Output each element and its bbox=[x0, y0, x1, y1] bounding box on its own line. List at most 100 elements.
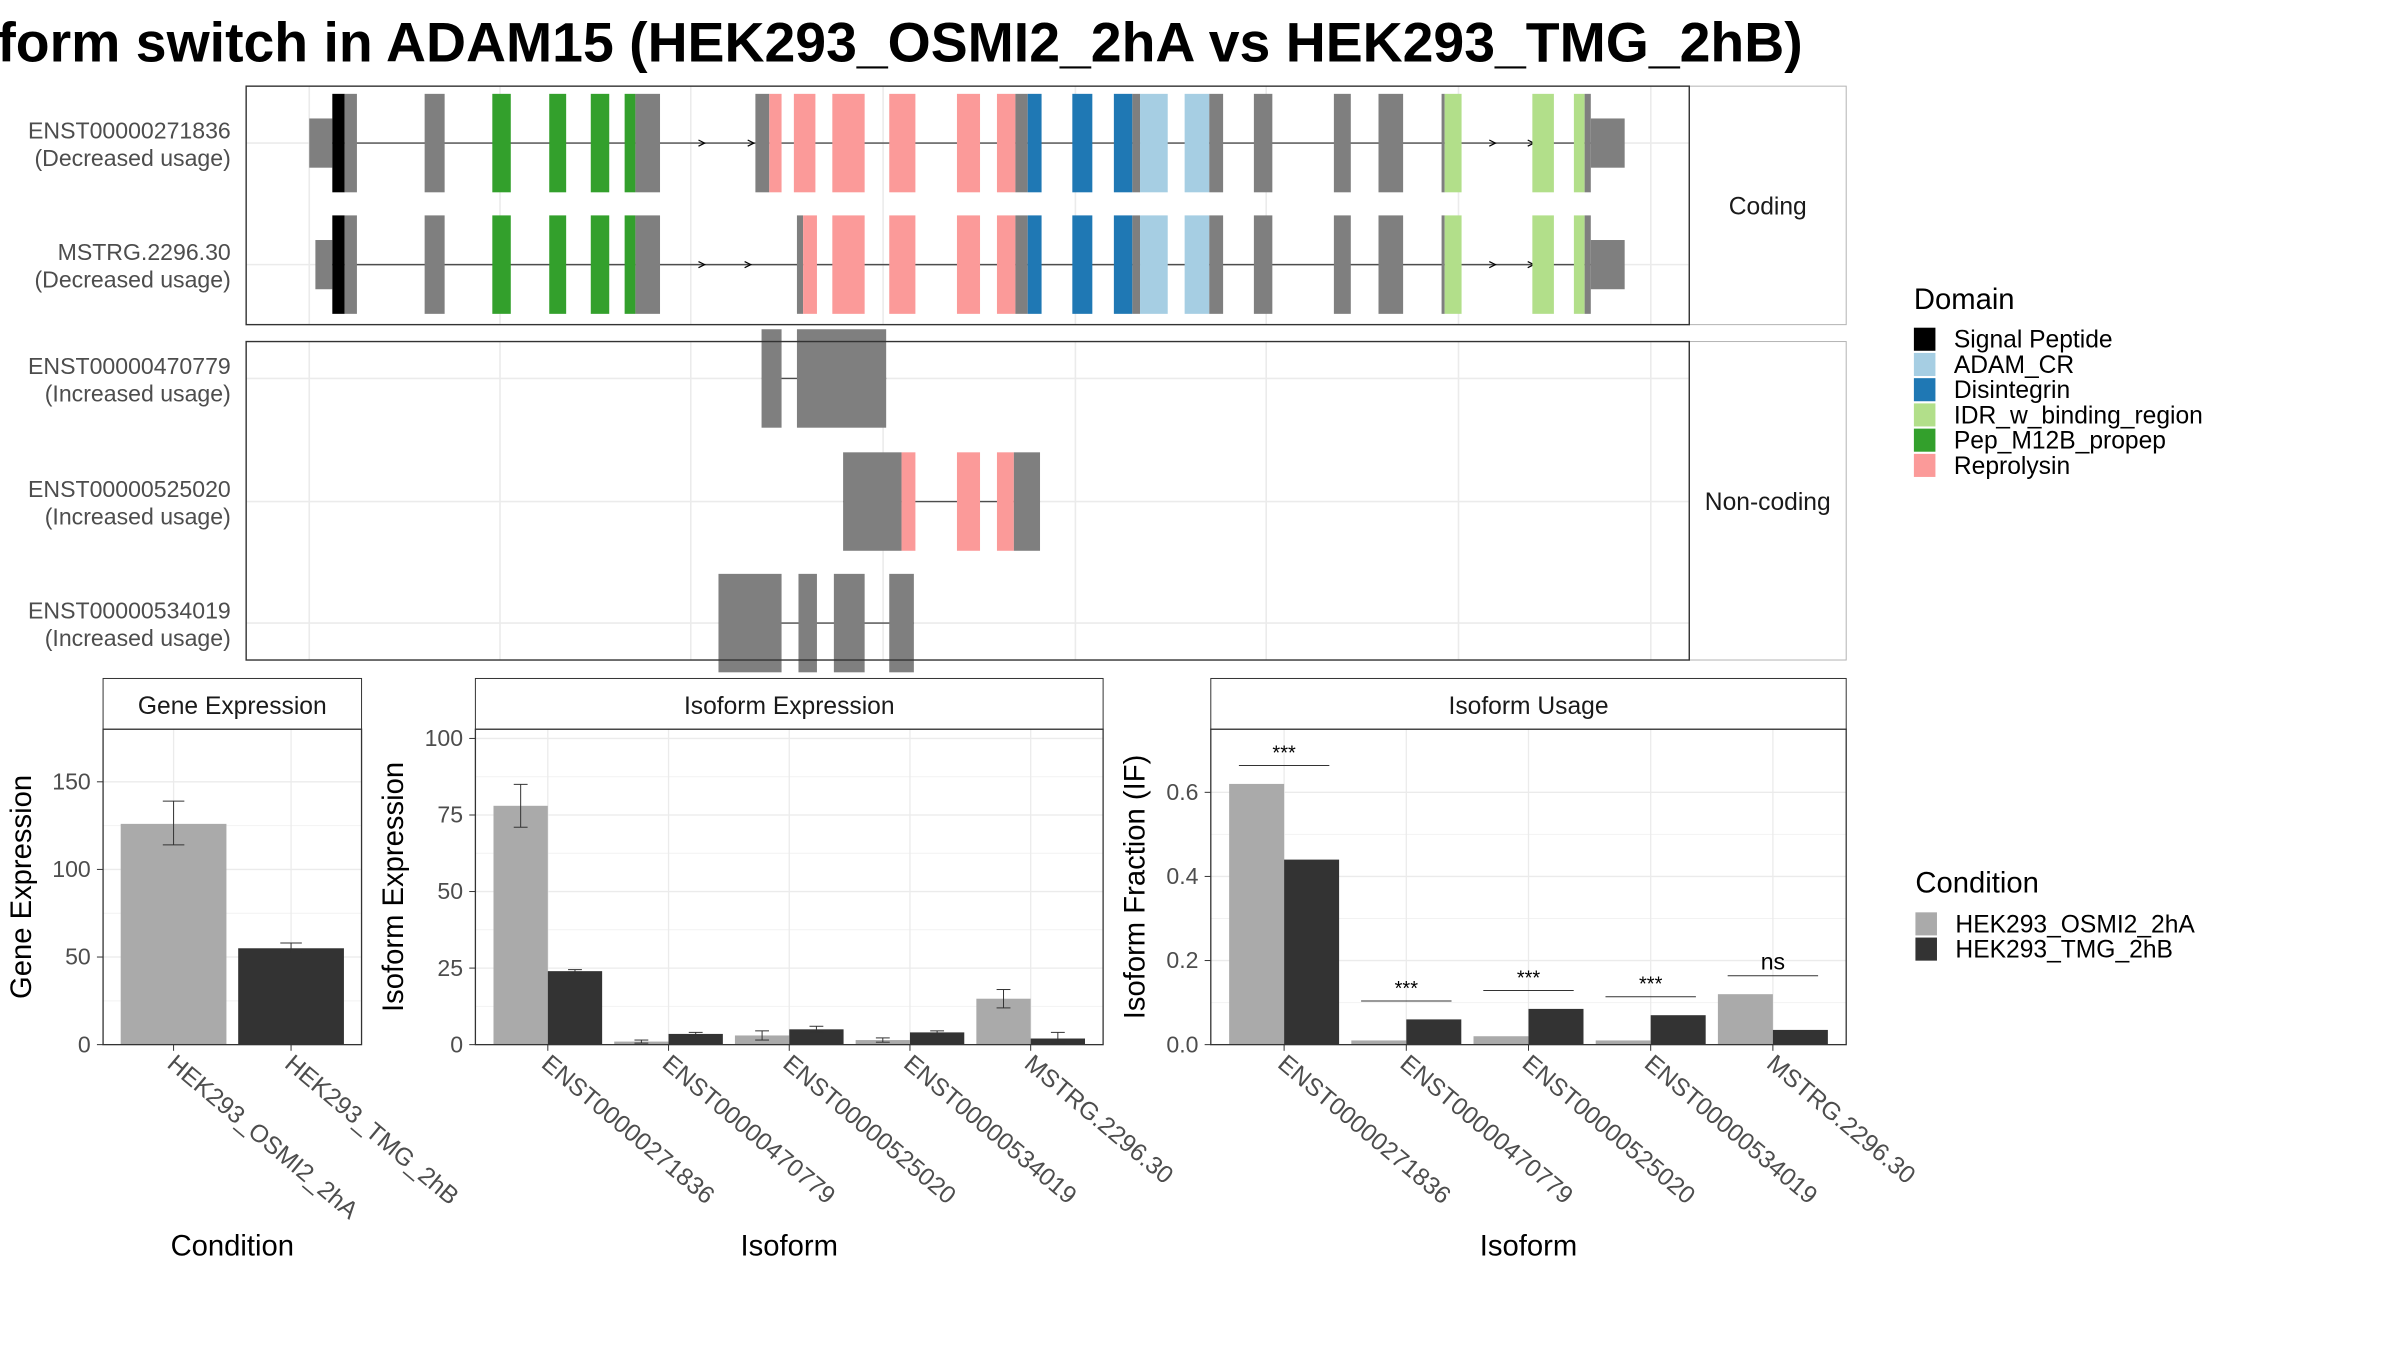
exon-block bbox=[956, 452, 981, 551]
exon-block bbox=[769, 93, 782, 193]
strand-arrow bbox=[747, 139, 756, 147]
panel-strip-title: Isoform Expression bbox=[684, 693, 895, 720]
group-strip-label: Non-coding bbox=[1705, 489, 1831, 516]
exon-block bbox=[832, 215, 865, 314]
exon-block bbox=[1015, 93, 1028, 193]
exon-block bbox=[889, 93, 916, 193]
domain-legend-label: Reprolysin bbox=[1954, 453, 2070, 480]
y-axis-title: Isoform Fraction (IF) bbox=[1120, 755, 1152, 1020]
y-tick-label: 50 bbox=[437, 878, 463, 904]
significance-label: *** bbox=[1395, 978, 1419, 1000]
exon-block bbox=[1072, 215, 1093, 314]
panel-strip-title: Isoform Usage bbox=[1448, 693, 1608, 720]
condition-legend-label: HEK293_TMG_2hB bbox=[1955, 937, 2173, 964]
significance-label: *** bbox=[1272, 742, 1296, 764]
y-tick-label: 0.2 bbox=[1166, 947, 1198, 973]
exon-block bbox=[549, 93, 567, 193]
domain-legend-label: ADAM_CR bbox=[1954, 352, 2074, 379]
exon-block bbox=[996, 215, 1016, 314]
exon-block bbox=[1532, 215, 1554, 314]
isoform-label: ENST00000271836 bbox=[28, 117, 231, 143]
domain-legend-key bbox=[1913, 352, 1936, 377]
utr-block bbox=[1590, 240, 1625, 290]
isoform-usage-label: (Increased usage) bbox=[45, 504, 231, 530]
exon-block bbox=[1072, 93, 1093, 193]
strand-arrow bbox=[698, 261, 706, 269]
y-axis-title: Isoform Expression bbox=[378, 762, 410, 1012]
exon-block bbox=[803, 215, 817, 314]
panel-strip bbox=[102, 677, 363, 730]
exon-block bbox=[635, 93, 661, 193]
exon-block bbox=[956, 215, 981, 314]
isoform-expression-panel: Isoform Expression0255075100ENST00000271… bbox=[378, 677, 1178, 1262]
exon-block bbox=[1444, 215, 1462, 314]
figure-title-group: The isoform switch in ADAM15 (HEK293_OSM… bbox=[0, 12, 1803, 74]
panel-border bbox=[245, 85, 1690, 326]
exon-block bbox=[624, 93, 636, 193]
exon-block bbox=[796, 215, 804, 314]
exon-block bbox=[1444, 93, 1462, 193]
y-tick-label: 50 bbox=[65, 944, 91, 970]
plot-border bbox=[102, 728, 363, 1046]
bar bbox=[1772, 1029, 1828, 1045]
exon-block bbox=[1573, 93, 1585, 193]
y-tick-label: 100 bbox=[52, 856, 91, 882]
bar bbox=[1528, 1008, 1584, 1045]
isoform-usage-label: (Increased usage) bbox=[45, 625, 231, 651]
exon-block bbox=[718, 573, 782, 673]
bar bbox=[493, 805, 548, 1045]
group-strip-label: Coding bbox=[1729, 194, 1807, 221]
y-axis-title: Gene Expression bbox=[6, 775, 38, 999]
exon-block bbox=[1113, 215, 1133, 314]
utr-block bbox=[315, 240, 333, 290]
exon-block bbox=[832, 93, 865, 193]
exon-block bbox=[796, 329, 887, 428]
y-tick-label: 75 bbox=[437, 802, 463, 828]
domain-legend-key bbox=[1913, 403, 1936, 427]
y-tick-label: 25 bbox=[437, 955, 463, 981]
exon-block bbox=[424, 93, 445, 193]
exon-block bbox=[1184, 215, 1210, 314]
exon-block bbox=[1013, 452, 1041, 551]
exon-block bbox=[1132, 215, 1141, 314]
exon-block bbox=[798, 573, 817, 673]
exon-block bbox=[1253, 215, 1273, 314]
strand-arrow bbox=[1489, 261, 1497, 269]
domain-legend-label: Disintegrin bbox=[1954, 377, 2070, 404]
isoform-usage-label: (Increased usage) bbox=[45, 381, 231, 407]
exon-block bbox=[1140, 215, 1168, 314]
exon-block bbox=[549, 215, 567, 314]
isoform-label: ENST00000525020 bbox=[28, 476, 231, 502]
exon-block bbox=[996, 452, 1014, 551]
significance-label: ns bbox=[1761, 949, 1785, 975]
exon-block bbox=[1209, 215, 1224, 314]
significance-label: *** bbox=[1639, 974, 1663, 996]
exon-block bbox=[1333, 215, 1351, 314]
exon-block bbox=[1441, 93, 1445, 193]
exon-block bbox=[901, 452, 916, 551]
y-tick-label: 0 bbox=[450, 1031, 463, 1057]
exon-block bbox=[1584, 215, 1591, 314]
exon-block bbox=[344, 93, 357, 193]
condition-legend-label: HEK293_OSMI2_2hA bbox=[1955, 911, 2195, 938]
exon-block bbox=[1333, 93, 1351, 193]
panel-strip-title: Gene Expression bbox=[138, 693, 327, 720]
exon-block bbox=[755, 93, 770, 193]
exon-block bbox=[889, 215, 916, 314]
domain-legend-label: IDR_w_binding_region bbox=[1954, 402, 2203, 429]
isoform-label: MSTRG.2296.30 bbox=[58, 239, 231, 265]
gene-structure-panel: CodingNon-codingENST00000271836(Decrease… bbox=[28, 85, 1847, 673]
significance-label: *** bbox=[1517, 967, 1541, 989]
exon-block bbox=[1027, 93, 1042, 193]
bar bbox=[668, 1033, 723, 1045]
exon-block bbox=[590, 215, 610, 314]
utr-block bbox=[309, 118, 333, 168]
exon-block bbox=[1378, 215, 1404, 314]
bar bbox=[547, 971, 603, 1045]
x-axis-title: Condition bbox=[171, 1230, 294, 1262]
exon-block bbox=[492, 93, 511, 193]
bar bbox=[1650, 1015, 1706, 1045]
x-axis-title: Isoform bbox=[1480, 1230, 1577, 1262]
group-strip bbox=[1688, 85, 1847, 326]
exon-block bbox=[1573, 215, 1585, 314]
